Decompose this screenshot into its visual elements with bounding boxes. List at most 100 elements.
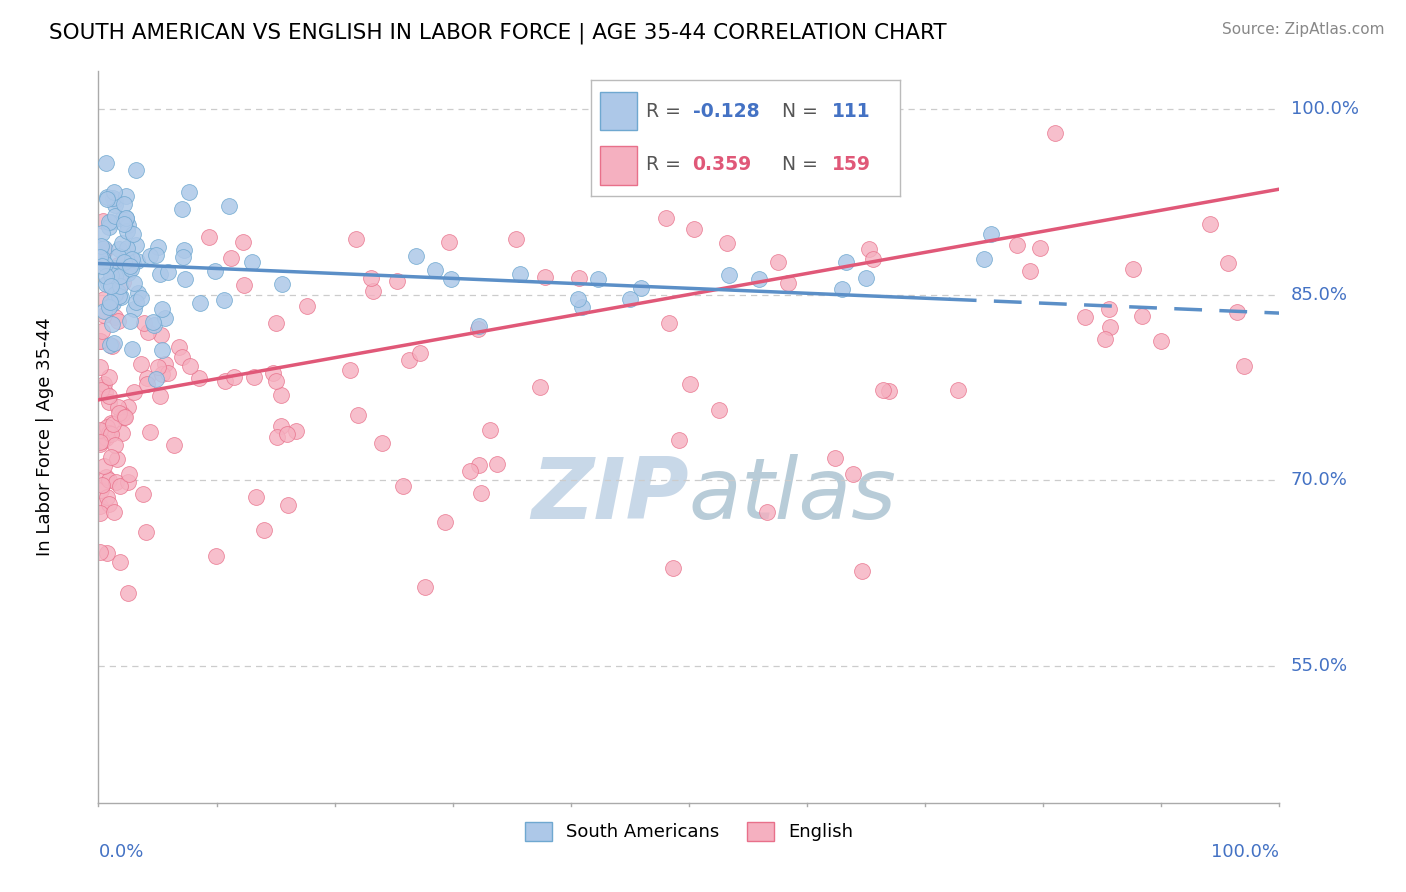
Point <box>127 285 149 300</box>
Point <box>409 346 432 360</box>
Point <box>94 268 117 283</box>
Point <box>145 372 167 386</box>
Point <box>103 191 125 205</box>
Point <box>96 190 118 204</box>
Point <box>266 316 288 330</box>
Point <box>361 284 384 298</box>
Point <box>90 259 112 273</box>
Point <box>100 417 122 431</box>
Point <box>111 408 134 422</box>
Point <box>93 244 115 258</box>
Point <box>89 423 111 437</box>
Point <box>157 367 180 381</box>
Point <box>104 194 127 208</box>
Point <box>93 376 115 391</box>
Point <box>339 362 361 376</box>
Point <box>108 555 131 569</box>
Point <box>214 374 236 388</box>
Point <box>468 458 491 473</box>
Point <box>240 254 263 268</box>
Point <box>104 437 127 451</box>
Text: 100.0%: 100.0% <box>1212 843 1279 861</box>
Point <box>567 292 589 306</box>
Point <box>131 486 153 500</box>
Point <box>1074 310 1097 324</box>
Point <box>93 308 115 322</box>
Text: R =: R = <box>647 102 688 120</box>
Point <box>946 384 969 398</box>
Point <box>835 255 858 269</box>
Point <box>108 279 131 293</box>
Point <box>122 385 145 400</box>
Point <box>117 586 139 600</box>
Point <box>467 322 489 336</box>
Point <box>117 224 139 238</box>
Point <box>96 490 118 504</box>
Point <box>122 301 145 316</box>
Point <box>264 374 287 388</box>
Point <box>855 271 877 285</box>
Point <box>468 318 491 333</box>
Text: R =: R = <box>647 155 688 174</box>
Point <box>245 490 267 504</box>
Point <box>93 304 115 318</box>
Point <box>98 389 121 403</box>
Point <box>437 235 460 249</box>
Point <box>107 314 129 328</box>
Point <box>824 450 846 465</box>
Point <box>423 263 446 277</box>
Point <box>150 343 173 357</box>
Point <box>94 431 117 445</box>
Point <box>831 282 853 296</box>
Point <box>98 264 121 278</box>
Point <box>121 256 143 270</box>
Point <box>117 475 139 489</box>
Point <box>105 451 128 466</box>
Point <box>115 211 138 225</box>
Point <box>114 410 136 425</box>
Point <box>1226 305 1249 319</box>
Point <box>117 241 139 255</box>
Point <box>470 486 492 500</box>
Point <box>654 211 676 226</box>
Point <box>117 467 139 482</box>
Point <box>121 252 143 266</box>
Text: 159: 159 <box>832 155 870 174</box>
Point <box>104 310 127 325</box>
Point <box>100 215 122 229</box>
Point <box>766 255 789 269</box>
Point <box>89 250 111 264</box>
Point <box>387 274 409 288</box>
Point <box>125 237 148 252</box>
Point <box>91 434 114 449</box>
Legend: South Americans, English: South Americans, English <box>517 814 860 848</box>
Point <box>742 171 765 186</box>
Point <box>204 549 226 563</box>
Point <box>104 209 127 223</box>
Point <box>398 353 420 368</box>
Point <box>877 384 900 398</box>
Point <box>169 340 191 354</box>
Point <box>120 262 142 277</box>
Point <box>157 265 180 279</box>
Point <box>100 317 122 331</box>
Point <box>108 268 131 283</box>
Point <box>170 202 193 216</box>
Point <box>1199 217 1222 231</box>
Point <box>505 232 527 246</box>
Point <box>344 232 367 246</box>
Point <box>114 211 136 226</box>
Point <box>529 380 551 394</box>
Point <box>103 335 125 350</box>
Point <box>89 499 111 513</box>
Point <box>630 281 652 295</box>
Point <box>748 272 770 286</box>
Point <box>756 505 779 519</box>
Point <box>262 367 284 381</box>
Point <box>136 377 159 392</box>
Point <box>284 424 307 438</box>
FancyBboxPatch shape <box>600 146 637 185</box>
Point <box>98 338 121 352</box>
Point <box>107 249 129 263</box>
Text: atlas: atlas <box>689 454 897 537</box>
